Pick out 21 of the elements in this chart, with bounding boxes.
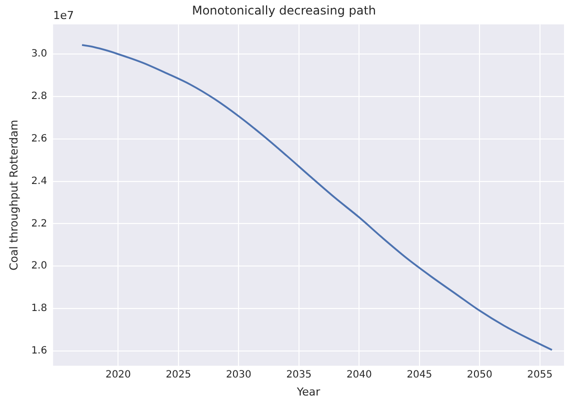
y-tick-label: 3.0 <box>31 48 48 60</box>
x-tick-label: 2025 <box>166 369 192 380</box>
y-tick-label: 2.2 <box>31 218 48 230</box>
chart-title: Monotonically decreasing path <box>192 3 376 18</box>
x-axis-title: Year <box>296 385 321 398</box>
line-series <box>81 44 553 351</box>
x-tick-label: 2035 <box>286 369 312 380</box>
y-tick-label: 1.8 <box>31 303 48 314</box>
x-tick-label: 2020 <box>105 369 131 380</box>
y-tick-label: 2.0 <box>31 260 48 272</box>
x-tick-label: 2055 <box>527 369 553 380</box>
x-tick-label: 2050 <box>466 369 492 380</box>
y-tick-label: 1.6 <box>31 346 48 357</box>
y-axis-title: Coal throughput Rotterdam <box>7 120 20 270</box>
y-tick-label: 2.4 <box>31 176 48 187</box>
x-tick-label: 2040 <box>346 369 372 380</box>
y-tick-label: 2.6 <box>31 134 48 144</box>
x-tick-label: 2045 <box>406 369 432 380</box>
y-tick-label: 2.8 <box>31 91 48 102</box>
text: 1e7 <box>53 8 74 22</box>
x-tick-label: 2030 <box>226 369 252 380</box>
